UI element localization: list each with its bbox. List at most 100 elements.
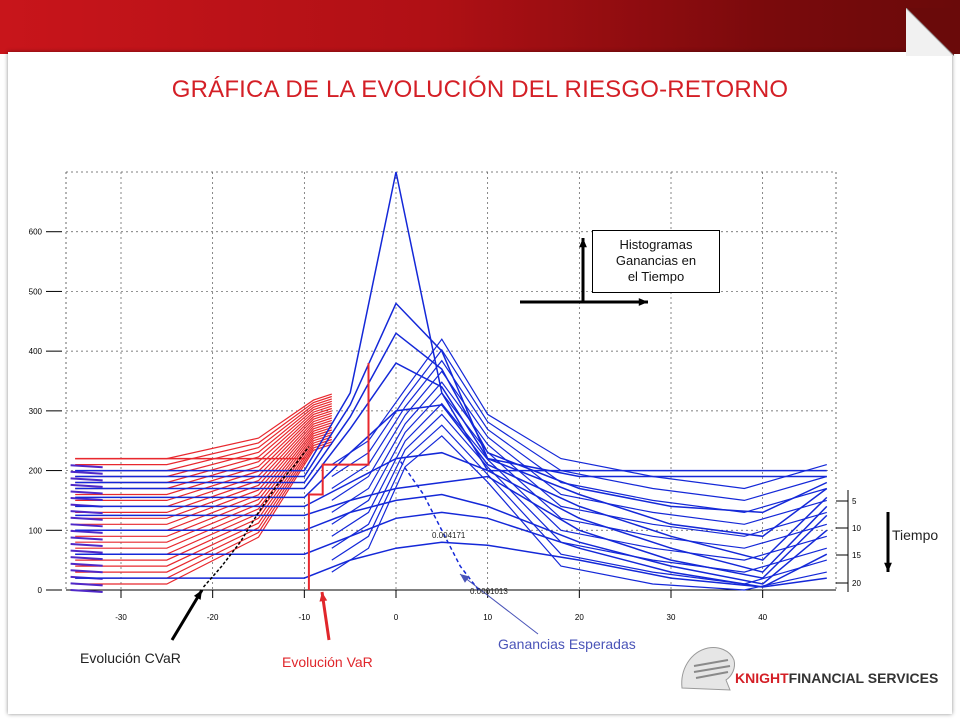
left-edge-mark [70, 556, 103, 561]
right-tick-label: 10 [852, 524, 861, 533]
left-edge-mark [70, 536, 103, 541]
x-tick-label: 40 [758, 613, 767, 622]
histogram-box-line-3: el Tiempo [627, 269, 685, 284]
left-edge-mark [70, 497, 103, 502]
expected-gain-path [399, 461, 480, 591]
blue-extra-line [331, 348, 827, 502]
cvar-arrow [170, 589, 204, 641]
blue-extra-line [331, 424, 827, 585]
blue-extra-line [331, 402, 827, 561]
left-edge-mark [70, 582, 103, 587]
y-tick-label: 0 [38, 586, 43, 595]
blue-histogram-lines [75, 171, 828, 591]
histogram-box: Histogramas Ganancias en el Tiempo [592, 230, 720, 293]
brand-name: KNIGHTFINANCIAL SERVICES [735, 670, 938, 686]
left-edge-mark [70, 529, 103, 534]
left-edge-mark [70, 523, 103, 528]
cvar-arrow-head [193, 590, 202, 600]
blue-series-line [75, 332, 828, 514]
blue-series-line [75, 493, 828, 585]
y-tick-label: 600 [29, 228, 43, 237]
page-title: GRÁFICA DE LA EVOLUCIÓN DEL RIESGO-RETOR… [171, 76, 789, 103]
left-edge-mark [70, 470, 103, 475]
left-edge-mark [70, 483, 103, 488]
red-histogram-lines [70, 393, 332, 593]
right-tick-label: 20 [852, 579, 861, 588]
blue-series-line [75, 451, 828, 573]
var-arrow-head [319, 592, 328, 602]
red-line [75, 417, 332, 519]
red-line [75, 436, 332, 567]
tiempo-label: Tiempo [892, 527, 939, 543]
x-tick-label: 30 [667, 613, 676, 622]
left-edge-mark [70, 477, 103, 482]
y-tick-label: 500 [29, 287, 43, 296]
value-label-1: 0.004171 [432, 531, 466, 540]
var-label: Evolución VaR [282, 654, 373, 670]
tiempo-arrow-head [884, 562, 892, 572]
left-edge-mark [70, 510, 103, 515]
blue-series-line [75, 541, 827, 588]
red-line [75, 419, 332, 525]
left-edge-mark [70, 562, 103, 567]
left-edge-mark [70, 589, 103, 593]
blue-series-line [75, 511, 828, 588]
frequency-arrow-head [579, 238, 587, 248]
knight-logo-icon [681, 647, 735, 691]
var-path [307, 363, 370, 590]
blue-extra-line [331, 370, 827, 525]
annotation-arrows [170, 238, 892, 641]
red-line [75, 434, 332, 561]
x-tick-label: 10 [483, 613, 492, 622]
left-edge-mark [70, 549, 103, 554]
page-fold-icon [906, 8, 954, 56]
red-line [75, 429, 332, 549]
value-label-2: 0.0001013 [470, 587, 508, 596]
blue-extra-line [331, 359, 827, 514]
x-tick-label: -10 [299, 613, 311, 622]
left-edge-mark [70, 543, 103, 548]
right-tick-label: 15 [852, 551, 861, 560]
blue-extra-line [331, 435, 827, 591]
right-tick-label: 5 [852, 497, 857, 506]
x-tick-label: 0 [394, 613, 399, 622]
blue-series-line [75, 404, 828, 561]
cvar-label: Evolución CVaR [80, 650, 181, 666]
chart-axes: 0 100 200 300 400 500 600 -30 -20 -10 0 10 20 30 40 5 10… [29, 228, 862, 622]
ganancias-label: Ganancias Esperadas [498, 636, 636, 652]
x-tick-label: 20 [575, 613, 584, 622]
y-tick-label: 400 [29, 347, 43, 356]
blue-extra-line [331, 413, 827, 573]
histogram-box-line-2: Ganancias en [615, 253, 697, 268]
brand-bold: KNIGHT [735, 670, 789, 686]
time-arrow-head [638, 298, 648, 306]
cvar-path [202, 446, 310, 588]
left-edge-mark [70, 516, 103, 521]
red-line [75, 427, 332, 543]
x-tick-label: -30 [115, 613, 127, 622]
ganancias-arrow-head [460, 574, 470, 583]
left-edge-mark [70, 464, 103, 469]
brand-rest: FINANCIAL SERVICES [788, 670, 939, 686]
red-line [75, 443, 332, 585]
y-tick-label: 300 [29, 407, 43, 416]
blue-extra-line [331, 381, 827, 537]
blue-series-line [75, 302, 827, 478]
red-line [75, 407, 332, 496]
left-edge-mark [70, 490, 103, 495]
top-banner [0, 0, 960, 54]
histogram-box-line-1: Histogramas [619, 237, 693, 252]
red-line [75, 395, 332, 466]
left-edge-mark [70, 569, 103, 574]
red-line [75, 415, 332, 513]
red-line [75, 424, 332, 537]
slide-panel [8, 52, 952, 714]
ganancias-arrow [459, 573, 539, 635]
y-tick-label: 200 [29, 467, 43, 476]
chart-grid [65, 171, 837, 591]
y-tick-label: 100 [29, 526, 43, 535]
evolution-paths [202, 363, 480, 591]
blue-extra-line [331, 338, 827, 490]
blue-extra-line [331, 391, 827, 549]
